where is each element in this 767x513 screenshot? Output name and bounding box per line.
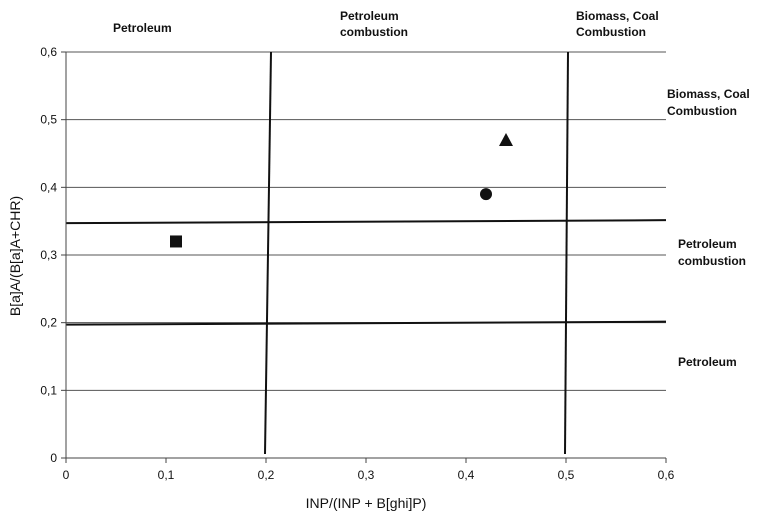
y-tick-label: 0,3 xyxy=(40,248,57,262)
top-region-label: Petroleum xyxy=(113,21,172,35)
data-point-square xyxy=(170,235,182,248)
x-tick-label: 0,6 xyxy=(658,468,675,482)
x-tick-label: 0 xyxy=(63,468,70,482)
region-labels: Petroleum Petroleum combustion Biomass, Coa… xyxy=(113,9,750,369)
x-tick-label: 0,2 xyxy=(258,468,275,482)
threshold-line-horizontal xyxy=(65,219,667,225)
y-tick-label: 0,4 xyxy=(40,180,57,194)
data-points xyxy=(170,132,513,248)
right-region-label: Petroleum xyxy=(678,237,737,251)
right-region-label: Biomass, Coal xyxy=(667,87,750,101)
y-tick-label: 0,6 xyxy=(40,45,57,59)
data-point-triangle xyxy=(499,132,513,146)
y-tick-label: 0,2 xyxy=(40,316,57,330)
threshold-line-vertical xyxy=(264,51,272,455)
y-tick-label: 0,1 xyxy=(40,383,57,397)
data-point-circle xyxy=(480,188,492,201)
top-region-label: Biomass, Coal xyxy=(576,9,659,23)
y-axis-label: B[a]A/(B[a]A+CHR) xyxy=(7,196,23,316)
top-region-label: Combustion xyxy=(576,25,646,39)
x-tick-label: 0,1 xyxy=(158,468,175,482)
threshold-line-vertical xyxy=(564,51,569,455)
x-axis-label: INP/(INP + B[ghi]P) xyxy=(306,495,427,511)
top-region-label: Petroleum xyxy=(340,9,399,23)
tick-labels: 0 0,1 0,2 0,3 0,4 0,5 0,6 0 0,1 0,2 0,3 0,4 0,5 0,6 xyxy=(40,45,674,482)
right-region-label: combustion xyxy=(678,254,746,268)
y-tick-label: 0 xyxy=(50,451,57,465)
y-tick-label: 0,5 xyxy=(40,113,57,127)
x-tick-label: 0,5 xyxy=(558,468,575,482)
right-region-label: Petroleum xyxy=(678,355,737,369)
right-region-label: Combustion xyxy=(667,104,737,118)
threshold-line-horizontal xyxy=(65,320,667,326)
x-tick-label: 0,3 xyxy=(358,468,375,482)
threshold-lines xyxy=(65,51,667,455)
x-tick-label: 0,4 xyxy=(458,468,475,482)
top-region-label: combustion xyxy=(340,25,408,39)
